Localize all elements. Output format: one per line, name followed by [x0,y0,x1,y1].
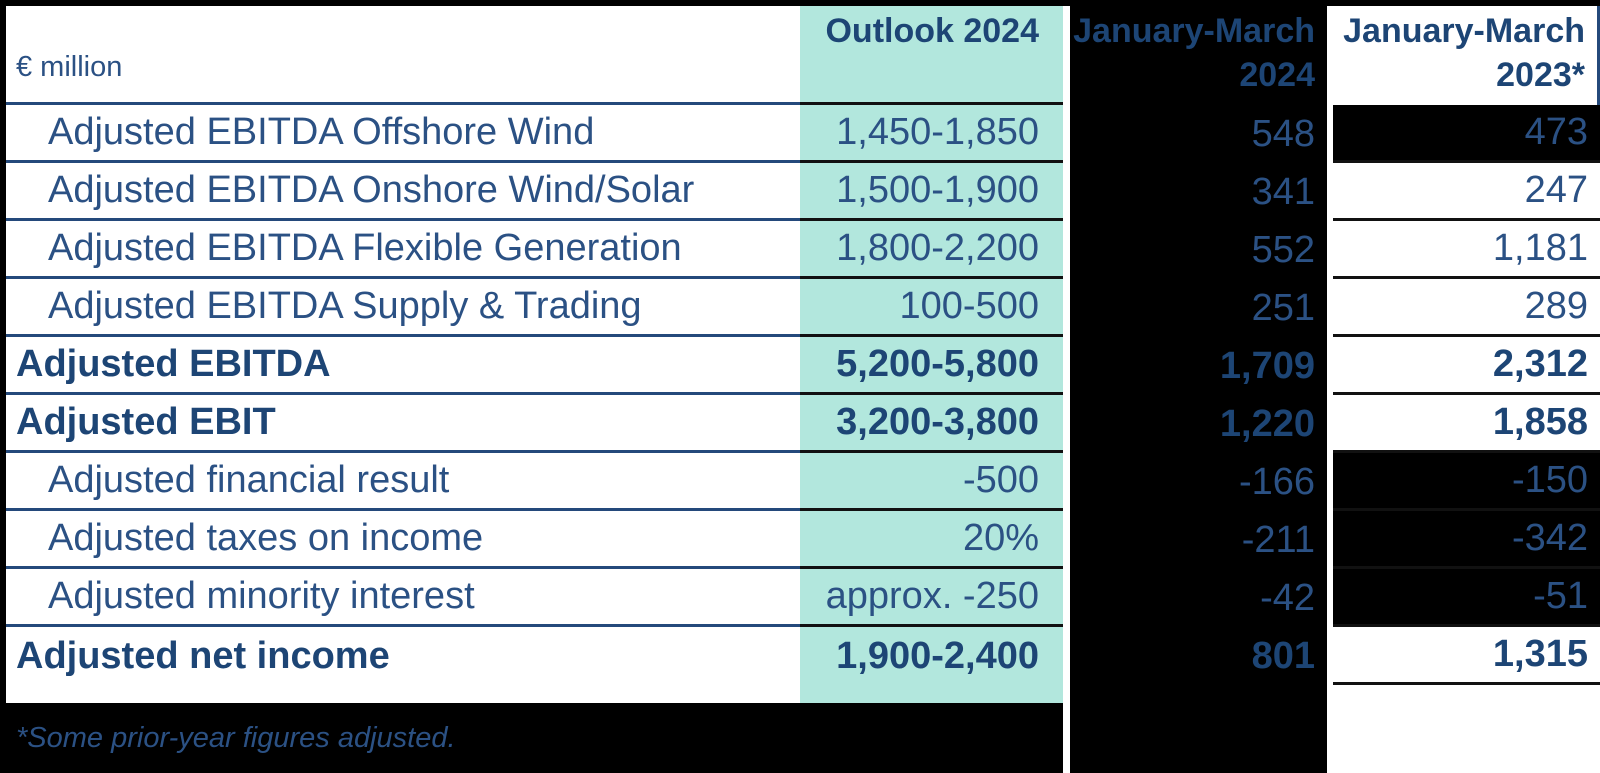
row-label: Adjusted taxes on income [6,511,800,569]
unit-label: € million [6,6,800,105]
column-gap [1063,627,1070,685]
jan-march-2024-value: 801 [1251,634,1315,677]
outlook-2024-value: 20% [800,511,1063,569]
table-row: Adjusted financial result -500 -166 -150 [6,453,1600,511]
jan-march-2024-column-shade [1070,0,1327,773]
jan-march-2024-value: 341 [1251,170,1315,213]
column-gap [1063,453,1070,511]
outlook-2024-value: 3,200-3,800 [800,395,1063,453]
spacer-cell [6,685,800,703]
jan-march-2024-value: -42 [1260,576,1315,619]
column-gap [1063,6,1070,105]
column-header-jan-march-2024: January-March 2024 [1073,12,1315,94]
table: € million Outlook 2024 January-March 202… [6,6,1600,703]
column-header-jan-march-2023: January-March 2023* [1333,6,1600,105]
column-gap [1063,511,1070,569]
row-label: Adjusted financial result [6,453,800,511]
jan-march-2024-value: 552 [1251,228,1315,271]
table-row: Adjusted taxes on income 20% -211 -342 [6,511,1600,569]
jan-march-2023-value: 1,181 [1333,221,1600,279]
row-label: Adjusted EBITDA [6,337,800,395]
column-gap [1063,569,1070,627]
spacer-row [6,685,1600,703]
column-gap [1063,279,1070,337]
jan-march-2024-value: 1,220 [1219,402,1315,445]
top-border [0,0,1600,6]
spacer-cell-teal [800,685,1063,703]
jan-march-2023-value: -150 [1333,453,1600,511]
row-label: Adjusted EBITDA Onshore Wind/Solar [6,163,800,221]
outlook-2024-value: -500 [800,453,1063,511]
row-label: Adjusted EBITDA Supply & Trading [6,279,800,337]
left-border [0,0,6,773]
outlook-2024-value: 1,500-1,900 [800,163,1063,221]
table-body: Adjusted EBITDA Offshore Wind 1,450-1,85… [6,105,1600,685]
outlook-2024-value: 1,800-2,200 [800,221,1063,279]
jan-march-2023-value: 1,315 [1333,627,1600,685]
table-row: Adjusted EBITDA Supply & Trading 100-500… [6,279,1600,337]
jan-march-2024-value: -166 [1238,460,1315,503]
jan-march-2023-value: -51 [1333,569,1600,627]
jan-march-2023-value: 289 [1333,279,1600,337]
row-label: Adjusted EBITDA Offshore Wind [6,105,800,163]
outlook-2024-value: 1,900-2,400 [800,627,1063,685]
jan-march-2023-value: 2,312 [1333,337,1600,395]
jan-march-2023-value: 1,858 [1333,395,1600,453]
column-gap [1063,395,1070,453]
spacer-cell [1070,685,1327,703]
outlook-2024-value: 100-500 [800,279,1063,337]
table-row: Adjusted EBITDA 5,200-5,800 1,709 2,312 [6,337,1600,395]
column-gap [1063,221,1070,279]
row-label: Adjusted minority interest [6,569,800,627]
table-row: Adjusted minority interest approx. -250 … [6,569,1600,627]
column-header-outlook-2024: Outlook 2024 [800,6,1063,105]
jan-march-2024-value: 1,709 [1219,344,1315,387]
outlook-2024-value: 5,200-5,800 [800,337,1063,395]
table-row: Adjusted EBIT 3,200-3,800 1,220 1,858 [6,395,1600,453]
spacer-cell [1333,685,1600,703]
row-label: Adjusted EBIT [6,395,800,453]
jan-march-2024-value: -211 [1241,518,1315,561]
jan-march-2023-value: 247 [1333,163,1600,221]
footnote: *Some prior-year figures adjusted. [16,721,456,754]
footnote-band-shade [0,703,1063,773]
row-label: Adjusted net income [16,634,390,677]
table-row: Adjusted EBITDA Flexible Generation 1,80… [6,221,1600,279]
jan-march-2024-value: 251 [1251,286,1315,329]
column-gap [1063,685,1070,703]
outlook-2024-value: 1,450-1,850 [800,105,1063,163]
row-label: Adjusted EBITDA Flexible Generation [6,221,800,279]
column-gap [1063,105,1070,163]
table-header-row: € million Outlook 2024 January-March 202… [6,6,1600,105]
table-row: Adjusted EBITDA Onshore Wind/Solar 1,500… [6,163,1600,221]
table-row: Adjusted net income 1,900-2,400 801 1,31… [6,627,1600,685]
column-gap [1063,163,1070,221]
outlook-2024-value: approx. -250 [800,569,1063,627]
jan-march-2023-value: 473 [1333,105,1600,163]
jan-march-2023-value: -342 [1333,511,1600,569]
jan-march-2024-value: 548 [1251,112,1315,155]
column-gap [1063,337,1070,395]
table-row: Adjusted EBITDA Offshore Wind 1,450-1,85… [6,105,1600,163]
